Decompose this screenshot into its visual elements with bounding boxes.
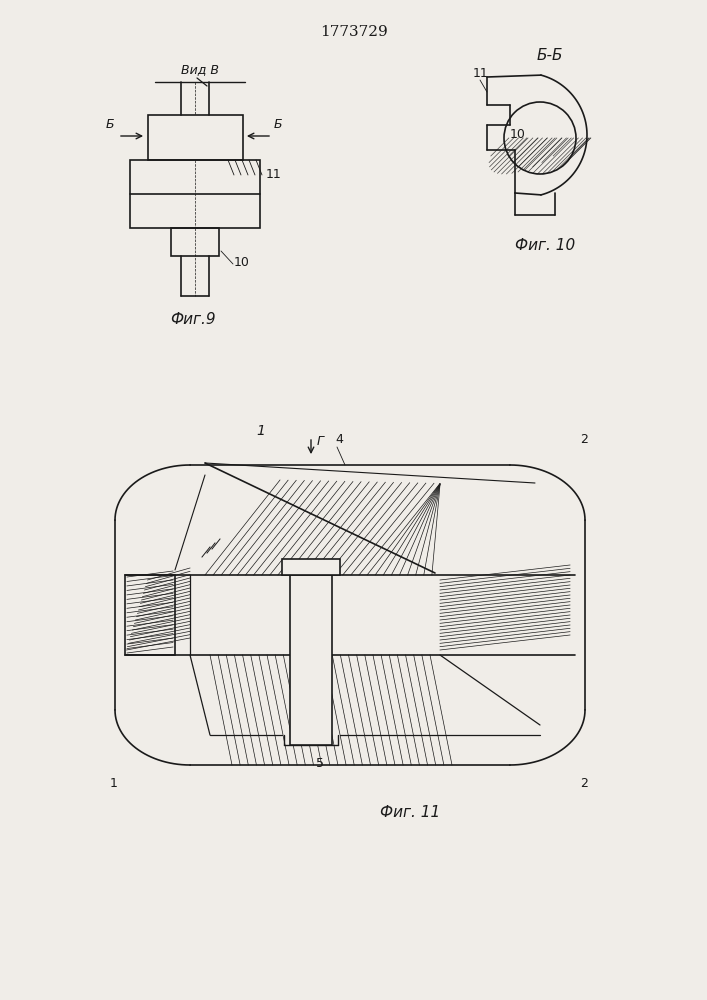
Bar (125, 575, 175, 655)
Text: Б: Б (274, 118, 283, 131)
Bar (148, 115, 243, 160)
Bar (171, 228, 219, 256)
Text: 11: 11 (473, 67, 489, 80)
Text: Г: Г (316, 670, 323, 683)
Text: Фиг. 11: Фиг. 11 (380, 805, 440, 820)
Text: 4: 4 (335, 433, 343, 446)
Text: 5: 5 (316, 757, 324, 770)
Text: Б-Б: Б-Б (537, 47, 563, 62)
Text: 11: 11 (266, 168, 282, 181)
Text: Фиг. 10: Фиг. 10 (515, 238, 575, 253)
Text: Г: Г (317, 435, 324, 448)
Text: 1: 1 (110, 777, 118, 790)
Text: 10: 10 (234, 256, 250, 269)
Text: 1: 1 (256, 424, 265, 438)
Text: Вид В: Вид В (181, 64, 219, 77)
Text: 2: 2 (580, 433, 588, 446)
Text: 2: 2 (580, 777, 588, 790)
Bar (282, 559, 340, 575)
Text: 10: 10 (510, 128, 526, 141)
Bar (290, 575, 332, 745)
Text: Б: Б (106, 118, 115, 131)
Bar (130, 160, 260, 228)
Text: 1773729: 1773729 (320, 25, 388, 39)
Text: Фиг.9: Фиг.9 (170, 312, 216, 327)
